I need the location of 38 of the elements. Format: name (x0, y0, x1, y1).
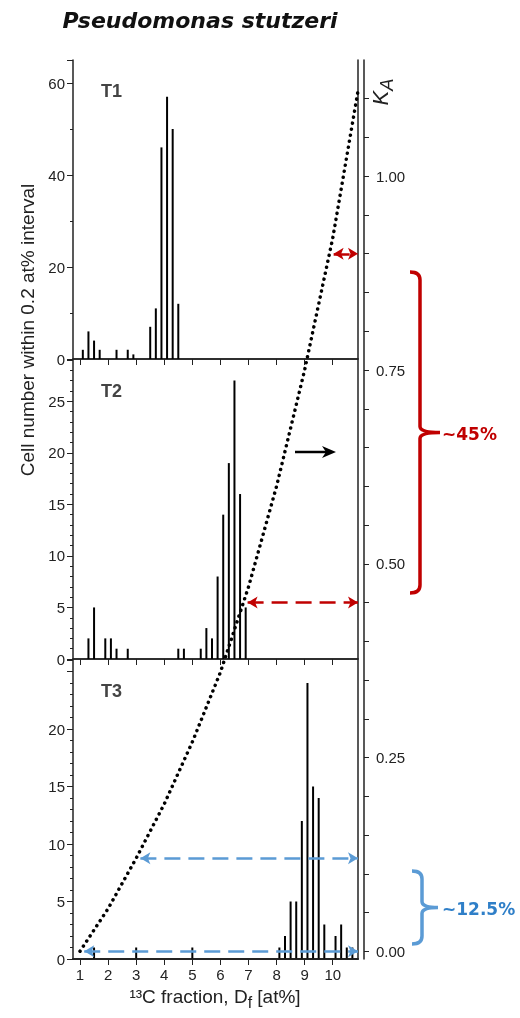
y-tick-label: 5 (56, 893, 65, 910)
chart-title: Pseudomonas stutzeri (61, 8, 339, 33)
y2-tick-label: 0.75 (376, 361, 406, 379)
x-tick-label: 9 (300, 966, 309, 983)
text: ~45% (442, 424, 497, 444)
y2-tick-label: 0.25 (376, 749, 406, 766)
y-tick-label: 15 (48, 778, 65, 795)
y-tick-label: 10 (48, 835, 65, 853)
x-tick-label: 8 (272, 966, 281, 983)
y-tick-label: 10 (48, 547, 65, 565)
annotation: T1 (101, 81, 123, 101)
y-tick-label: 15 (48, 495, 65, 513)
x-axis-title: ¹³C fraction, D$_{f}$ [at%] (128, 986, 302, 1012)
y-tick-label: 0 (56, 650, 65, 668)
y-tick-label: 40 (48, 166, 65, 184)
annotation: T3 (101, 681, 123, 701)
text: ~12.5% (442, 899, 516, 919)
y2-tick-label: 1.00 (376, 167, 406, 185)
x-tick-label: 5 (188, 966, 197, 983)
y-tick-label: 20 (48, 720, 65, 738)
x-tick-label: 10 (324, 966, 342, 983)
y2-tick-label: 0.50 (376, 555, 406, 573)
x-tick-label: 4 (160, 966, 169, 983)
y-tick-label: 0 (56, 350, 65, 368)
y-tick-label: 20 (48, 258, 65, 276)
y-tick-label: 0 (56, 950, 65, 968)
x-tick-label: 7 (244, 966, 253, 983)
y-tick-label: 5 (56, 598, 65, 616)
y-tick-label: 20 (48, 444, 65, 462)
x-tick-label: 6 (216, 966, 225, 983)
y-tick-label: 60 (48, 74, 65, 92)
x-tick-label: 3 (132, 966, 141, 983)
annotation: T2 (101, 381, 123, 401)
y2-tick-label: 0.00 (376, 942, 406, 960)
x-tick-label: 1 (75, 966, 85, 983)
x-tick-label: 2 (103, 966, 113, 983)
y-tick-label: 25 (48, 392, 65, 410)
y-axis-title: Cell number within 0.2 at% interval (17, 183, 39, 477)
